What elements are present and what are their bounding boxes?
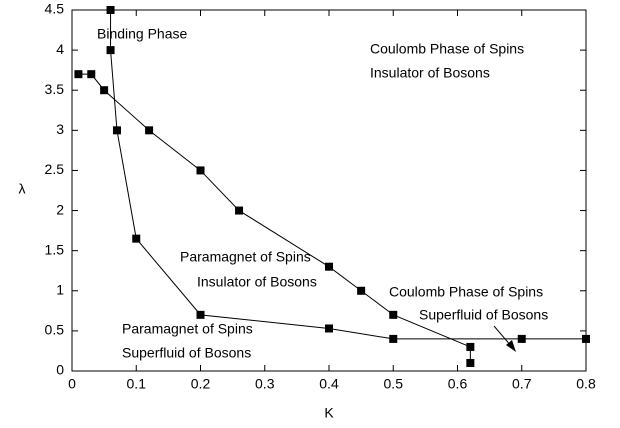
annotation: Superfluid of Bosons: [122, 345, 251, 361]
point: [100, 86, 109, 95]
annotation: Insulator of Bosons: [197, 274, 317, 290]
y-axis-label: λ: [19, 181, 26, 197]
point: [235, 206, 244, 215]
point: [132, 234, 141, 243]
y-tick-label: 3.5: [45, 81, 65, 97]
point: [325, 324, 333, 333]
point: [106, 46, 115, 55]
x-tick-label: 0.5: [384, 376, 404, 392]
point: [87, 70, 96, 79]
point: [112, 126, 121, 135]
x-tick-label: 0: [68, 376, 76, 392]
y-tick-label: 1.5: [45, 241, 65, 257]
point: [517, 334, 526, 343]
annotation: Superfluid of Bosons: [419, 307, 548, 323]
point: [106, 6, 115, 14]
point: [196, 166, 205, 175]
y-tick-label: 2.5: [45, 161, 65, 177]
point: [74, 70, 83, 79]
x-tick-label: 0.2: [191, 376, 211, 392]
y-tick-label: 0.5: [45, 322, 65, 338]
point: [466, 358, 475, 367]
x-tick-label: 0.8: [576, 376, 596, 392]
point: [389, 334, 398, 343]
point: [582, 334, 590, 343]
point: [325, 262, 333, 271]
y-tick-label: 3: [56, 121, 64, 137]
annotation: Insulator of Bosons: [370, 65, 490, 81]
x-tick-label: 0.7: [512, 376, 532, 392]
point: [466, 342, 475, 351]
x-tick-label: 0.1: [127, 376, 147, 392]
annotation: Coulomb Phase of Spins: [370, 41, 524, 57]
x-tick-label: 0.6: [448, 376, 468, 392]
series-line: [78, 73, 471, 363]
point: [357, 286, 366, 295]
annotation: Binding Phase: [97, 26, 188, 42]
y-tick-label: 4: [56, 41, 64, 57]
point: [145, 126, 154, 135]
annotation: Paramagnet of Spins: [122, 321, 253, 337]
y-tick-label: 4.5: [45, 1, 65, 17]
x-axis-label: K: [324, 405, 334, 421]
x-tick-label: 0.3: [255, 376, 275, 392]
x-tick-label: 0.4: [319, 376, 339, 392]
y-tick-label: 1: [56, 281, 64, 297]
annotation: Paramagnet of Spins: [180, 249, 311, 265]
point: [389, 310, 398, 319]
y-tick-label: 0: [56, 362, 64, 378]
arrow-head: [506, 340, 516, 352]
y-tick-label: 2: [56, 201, 64, 217]
annotation: Coulomb Phase of Spins: [389, 284, 543, 300]
point: [196, 310, 205, 319]
